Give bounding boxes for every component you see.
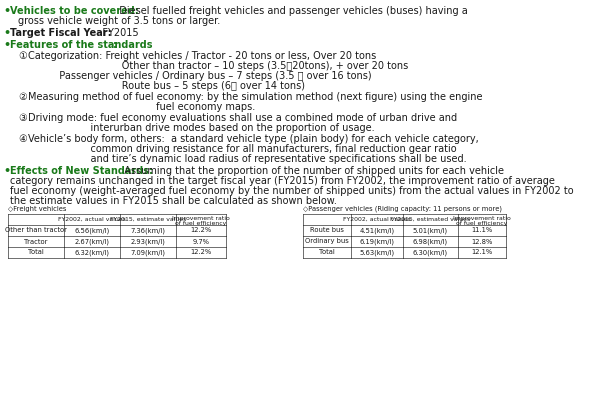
Text: 6.30(km/l): 6.30(km/l) bbox=[413, 249, 448, 256]
Text: Other than tractor – 10 steps (3.5～20tons), + over 20 tons: Other than tractor – 10 steps (3.5～20ton… bbox=[28, 61, 408, 71]
Text: of fuel efficiency: of fuel efficiency bbox=[175, 221, 227, 226]
Text: 5.01(km/l): 5.01(km/l) bbox=[413, 227, 448, 234]
Text: 7.09(km/l): 7.09(km/l) bbox=[131, 249, 166, 256]
Text: Total: Total bbox=[28, 249, 44, 256]
Text: •: • bbox=[3, 28, 10, 38]
Text: ④: ④ bbox=[18, 134, 27, 144]
Text: 12.2%: 12.2% bbox=[190, 227, 212, 234]
Text: ②: ② bbox=[18, 92, 27, 102]
Text: FY2015, estimated values: FY2015, estimated values bbox=[391, 217, 470, 222]
Text: Assuming that the proportion of the number of shipped units for each vehicle: Assuming that the proportion of the numb… bbox=[118, 166, 504, 176]
Text: 12.2%: 12.2% bbox=[190, 249, 212, 256]
Text: Tractor: Tractor bbox=[24, 238, 48, 245]
Text: Effects of New Standards:: Effects of New Standards: bbox=[10, 166, 153, 176]
Text: Vehicle’s body form, others:  a standard vehicle type (plain body) for each vehi: Vehicle’s body form, others: a standard … bbox=[28, 134, 479, 144]
Text: Route bus: Route bus bbox=[310, 227, 344, 234]
Text: interurban drive modes based on the proportion of usage.: interurban drive modes based on the prop… bbox=[28, 123, 374, 133]
Text: the estimate values in FY2015 shall be calculated as shown below.: the estimate values in FY2015 shall be c… bbox=[10, 196, 337, 206]
Text: Features of the standards: Features of the standards bbox=[10, 40, 152, 50]
Text: and tire’s dynamic load radius of representative specifications shall be used.: and tire’s dynamic load radius of repres… bbox=[28, 154, 467, 164]
Text: gross vehicle weight of 3.5 tons or larger.: gross vehicle weight of 3.5 tons or larg… bbox=[18, 16, 220, 26]
Text: 12.1%: 12.1% bbox=[472, 249, 493, 256]
Text: 2.67(km/l): 2.67(km/l) bbox=[74, 238, 110, 245]
Text: ①: ① bbox=[18, 51, 27, 61]
Text: of fuel efficiency: of fuel efficiency bbox=[457, 221, 508, 226]
Text: •: • bbox=[3, 166, 10, 176]
Text: Measuring method of fuel economy: by the simulation method (next figure) using t: Measuring method of fuel economy: by the… bbox=[28, 92, 482, 102]
Text: •: • bbox=[3, 6, 10, 16]
Text: FY2002, actual values: FY2002, actual values bbox=[58, 217, 126, 222]
Text: :: : bbox=[113, 40, 117, 50]
Text: fuel economy (weight-averaged fuel economy by the number of shipped units) from : fuel economy (weight-averaged fuel econo… bbox=[10, 186, 574, 196]
Text: 5.63(km/l): 5.63(km/l) bbox=[359, 249, 395, 256]
Text: category remains unchanged in the target fiscal year (FY2015) from FY2002, the i: category remains unchanged in the target… bbox=[10, 176, 555, 186]
Text: Target Fiscal Year:: Target Fiscal Year: bbox=[10, 28, 112, 38]
Text: 9.7%: 9.7% bbox=[193, 238, 209, 245]
Text: Route bus – 5 steps (6～ over 14 tons): Route bus – 5 steps (6～ over 14 tons) bbox=[28, 81, 305, 91]
Text: Other than tractor: Other than tractor bbox=[5, 227, 67, 234]
Text: 11.1%: 11.1% bbox=[472, 227, 493, 234]
Text: Categorization: Freight vehicles / Tractor - 20 tons or less, Over 20 tons: Categorization: Freight vehicles / Tract… bbox=[28, 51, 376, 61]
Text: 4.51(km/l): 4.51(km/l) bbox=[359, 227, 395, 234]
Text: 6.98(km/l): 6.98(km/l) bbox=[413, 238, 448, 245]
Text: Ordinary bus: Ordinary bus bbox=[305, 238, 349, 245]
Text: 6.19(km/l): 6.19(km/l) bbox=[359, 238, 395, 245]
Text: •: • bbox=[3, 40, 10, 50]
Text: ③: ③ bbox=[18, 113, 27, 123]
Text: ◇Passenger vehicles (Riding capacity: 11 persons or more): ◇Passenger vehicles (Riding capacity: 11… bbox=[303, 206, 502, 213]
Text: 6.32(km/l): 6.32(km/l) bbox=[74, 249, 110, 256]
Text: Passenger vehicles / Ordinary bus – 7 steps (3.5 ～ over 16 tons): Passenger vehicles / Ordinary bus – 7 st… bbox=[28, 71, 371, 81]
Text: fuel economy maps.: fuel economy maps. bbox=[28, 102, 255, 112]
Text: common driving resistance for all manufacturers, final reduction gear ratio: common driving resistance for all manufa… bbox=[28, 144, 457, 154]
Text: Driving mode: fuel economy evaluations shall use a combined mode of urban drive : Driving mode: fuel economy evaluations s… bbox=[28, 113, 457, 123]
Text: 12.8%: 12.8% bbox=[472, 238, 493, 245]
Text: 2.93(km/l): 2.93(km/l) bbox=[131, 238, 166, 245]
Text: Total: Total bbox=[319, 249, 335, 256]
Text: FY2015, estimate values: FY2015, estimate values bbox=[110, 217, 186, 222]
Text: 7.36(km/l): 7.36(km/l) bbox=[131, 227, 166, 234]
Text: Diesel fuelled freight vehicles and passenger vehicles (buses) having a: Diesel fuelled freight vehicles and pass… bbox=[113, 6, 468, 16]
Text: ◇Freight vehicles: ◇Freight vehicles bbox=[8, 206, 67, 212]
Text: FY2015: FY2015 bbox=[93, 28, 139, 38]
Text: Improvement ratio: Improvement ratio bbox=[453, 216, 511, 221]
Text: 6.56(km/l): 6.56(km/l) bbox=[74, 227, 110, 234]
Text: Improvement ratio: Improvement ratio bbox=[172, 216, 230, 221]
Text: FY2002, actual values: FY2002, actual values bbox=[343, 217, 411, 222]
Text: Vehicles to be covered:: Vehicles to be covered: bbox=[10, 6, 139, 16]
